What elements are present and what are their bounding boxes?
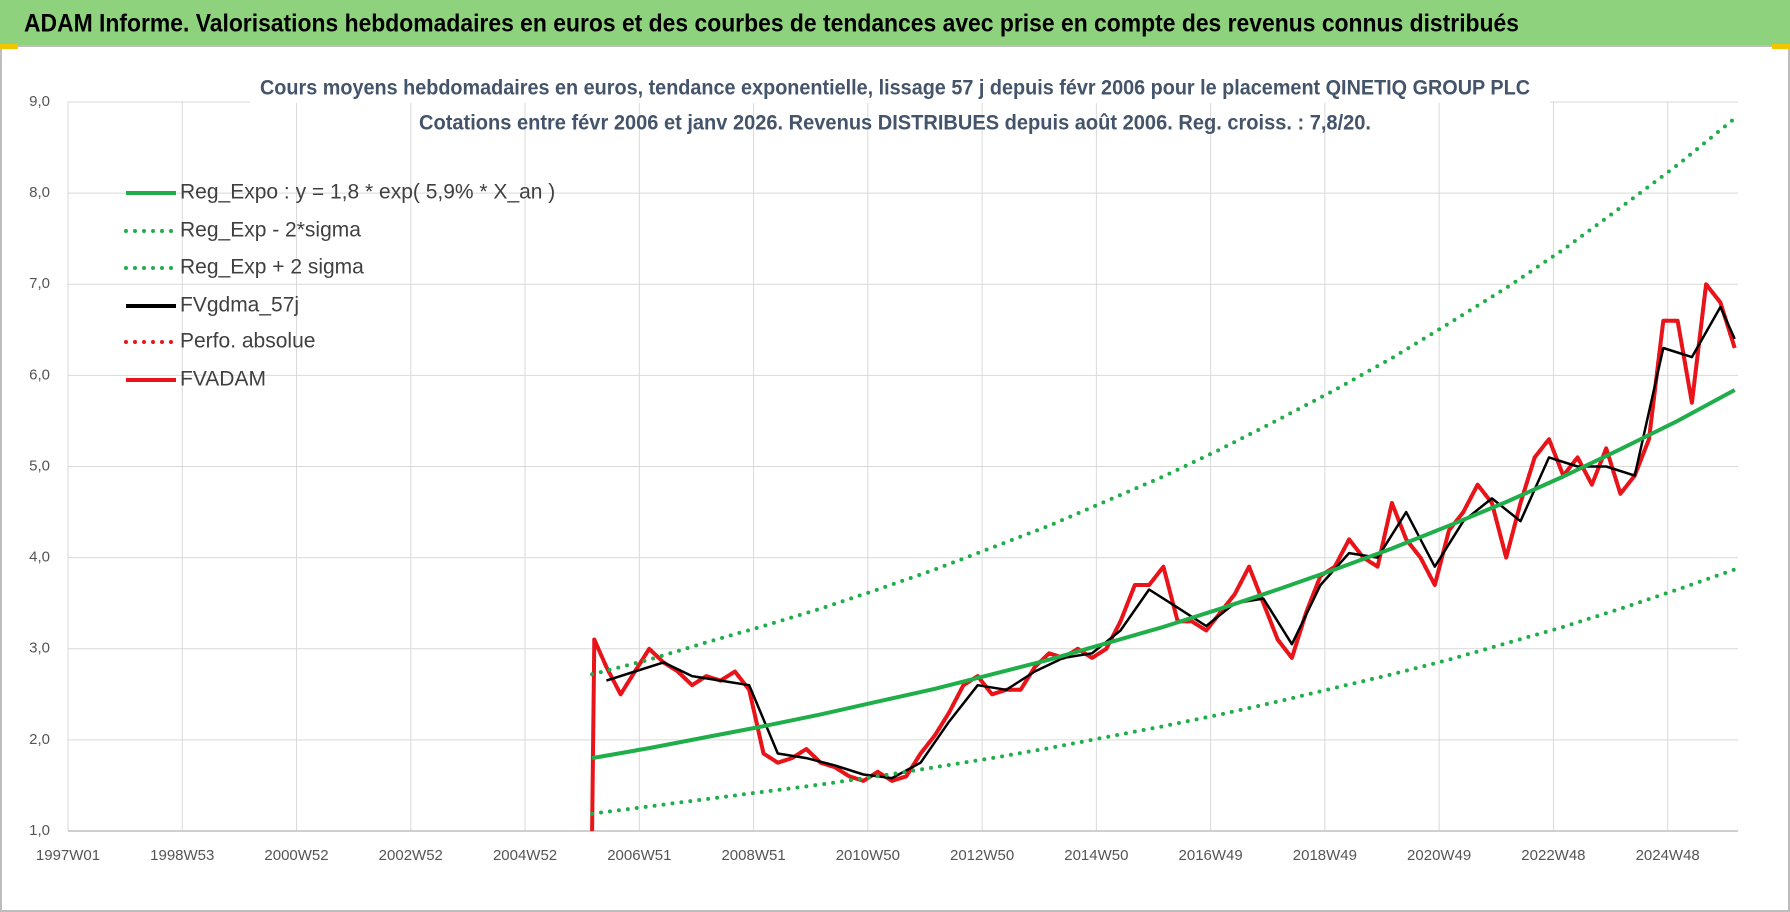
legend-label: FVADAM (180, 368, 266, 391)
plot: 1,0 2,0 3,0 4,0 5,0 6,0 7,0 8,0 9,0 1997W01 1998W5… (29, 93, 1738, 864)
y-tick-label: 6,0 (29, 366, 50, 383)
y-tick-label: 4,0 (29, 549, 50, 566)
series-line (592, 279, 1737, 784)
header-title: ADAM Informe. Valorisations hebdomadaire… (24, 10, 1519, 38)
y-tick-label: 2,0 (29, 731, 50, 748)
y-tick-label: 1,0 (29, 822, 50, 839)
x-tick-label: 1997W01 (36, 847, 100, 864)
corner (1772, 44, 1790, 49)
x-tick-label: 1998W53 (150, 847, 214, 864)
x-tick-label: 2004W52 (493, 847, 557, 864)
x-tick-label: 2018W49 (1293, 847, 1357, 864)
y-tick-label: 7,0 (29, 275, 50, 292)
x-tick-label: 2014W50 (1064, 847, 1128, 864)
corner (0, 44, 18, 49)
x-tick-label: 2008W51 (721, 847, 785, 864)
x-tick-label: 2010W50 (836, 847, 900, 864)
header-bar (0, 0, 1790, 46)
legend-label: Reg_Exp - 2*sigma (180, 219, 361, 242)
x-tick-label: 2012W50 (950, 847, 1014, 864)
legend-label: Perfo. absolue (180, 330, 315, 353)
chart-frame (0, 45, 1790, 912)
x-tick-label: 2022W48 (1521, 847, 1585, 864)
y-tick-label: 3,0 (29, 640, 50, 657)
y-tick-label: 9,0 (29, 93, 50, 110)
x-tick-label: 2006W51 (607, 847, 671, 864)
series-line (590, 116, 1737, 677)
x-tick-label: 2016W49 (1179, 847, 1243, 864)
x-tick-label: 2024W48 (1636, 847, 1700, 864)
y-tick-label: 5,0 (29, 457, 50, 474)
chart-title: Cours moyens hebdomadaires en euros, ten… (260, 77, 1530, 100)
x-tick-label: 2002W52 (379, 847, 443, 864)
title-bg (250, 75, 1550, 103)
chart-subtitle: Cotations entre févr 2006 et janv 2026. … (419, 112, 1371, 135)
series-line (590, 567, 1737, 816)
legend-label: Reg_Expo : y = 1,8 * exp( 5,9% * X_an ) (180, 181, 555, 204)
legend-label: Reg_Exp + 2 sigma (180, 256, 364, 279)
series-line (591, 388, 1736, 761)
x-tick-label: 2000W52 (264, 847, 328, 864)
legend-label: FVgdma_57j (180, 294, 299, 317)
y-tick-label: 8,0 (29, 184, 50, 201)
series-line (606, 305, 1736, 780)
x-tick-label: 2020W49 (1407, 847, 1471, 864)
